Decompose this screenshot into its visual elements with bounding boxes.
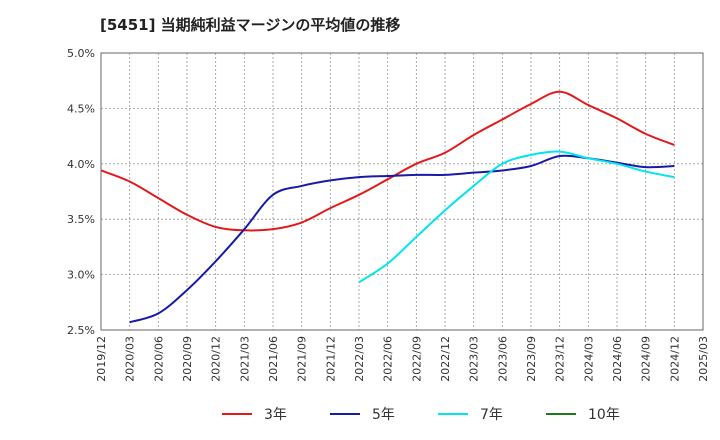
x-tick-label: 2022/03 xyxy=(353,336,366,382)
x-tick-label: 2023/09 xyxy=(525,336,538,382)
legend-label: 7年 xyxy=(480,407,503,423)
legend-label: 3年 xyxy=(264,407,287,423)
y-tick-label: 5.0% xyxy=(67,47,95,60)
grid xyxy=(100,52,704,331)
x-tick-label: 2021/09 xyxy=(296,336,309,382)
series-line-7年 xyxy=(358,150,675,284)
legend: 3年 5年 7年 10年 xyxy=(222,407,620,423)
series-lines xyxy=(100,90,675,324)
x-tick-label: 2023/12 xyxy=(554,336,567,382)
x-tick-label: 2024/06 xyxy=(611,336,624,382)
chart-title: [5451] 当期純利益マージンの平均値の推移 xyxy=(100,16,401,34)
plot-area-frame xyxy=(100,52,704,331)
x-tick-label: 2023/03 xyxy=(468,336,481,382)
y-tick-label: 4.5% xyxy=(67,102,95,115)
y-tick-label: 4.0% xyxy=(67,158,95,171)
x-tick-label: 2024/09 xyxy=(640,336,653,382)
x-tick-label: 2020/12 xyxy=(210,336,223,382)
x-tick-label: 2020/06 xyxy=(152,336,165,382)
x-tick-label: 2023/06 xyxy=(496,336,509,382)
x-tick-label: 2020/09 xyxy=(181,336,194,382)
series-line-3年 xyxy=(100,90,675,232)
x-tick-label: 2024/12 xyxy=(668,336,681,382)
legend-label: 10年 xyxy=(588,407,620,423)
y-tick-label: 3.5% xyxy=(67,213,95,226)
y-axis-ticks: 2.5% 3.0% 3.5% 4.0% 4.5% 5.0% xyxy=(67,47,95,337)
series-line-5年 xyxy=(129,154,675,324)
y-tick-label: 3.0% xyxy=(67,269,95,282)
x-tick-label: 2020/03 xyxy=(124,336,137,382)
x-tick-label: 2022/12 xyxy=(439,336,452,382)
x-tick-label: 2022/09 xyxy=(410,336,423,382)
x-tick-label: 2022/06 xyxy=(382,336,395,382)
legend-label: 5年 xyxy=(372,407,395,423)
x-tick-label: 2024/03 xyxy=(582,336,595,382)
y-tick-label: 2.5% xyxy=(67,324,95,337)
x-tick-label: 2021/12 xyxy=(324,336,337,382)
x-axis-ticks: 2019/12 2020/03 2020/06 2020/09 2020/12 2021/… xyxy=(95,336,710,382)
x-tick-label: 2021/03 xyxy=(238,336,251,382)
x-tick-label: 2021/06 xyxy=(267,336,280,382)
x-tick-label: 2025/03 xyxy=(697,336,710,382)
x-tick-label: 2019/12 xyxy=(95,336,108,382)
